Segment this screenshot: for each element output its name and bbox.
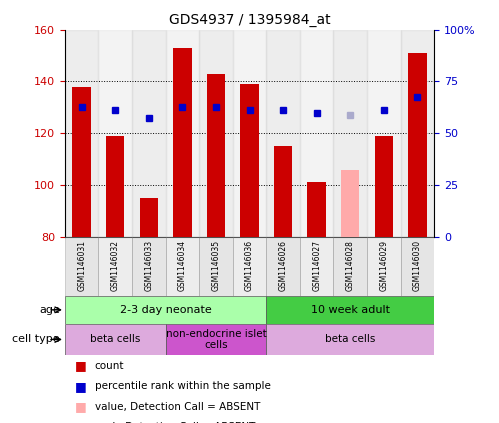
Bar (233, 30, 266, 237)
Text: GSM1146032: GSM1146032 (111, 240, 120, 291)
Text: GSM1146029: GSM1146029 (379, 240, 388, 291)
Text: rank, Detection Call = ABSENT: rank, Detection Call = ABSENT (95, 422, 255, 423)
Bar (166, 30, 199, 237)
Text: GSM1146034: GSM1146034 (178, 240, 187, 291)
Bar (367, 237, 401, 296)
Text: ■: ■ (75, 400, 87, 413)
Bar (240, 84, 258, 237)
Bar (72, 87, 91, 237)
Bar (333, 30, 367, 237)
Text: age: age (39, 305, 60, 315)
Text: value, Detection Call = ABSENT: value, Detection Call = ABSENT (95, 401, 260, 412)
Text: 10 week adult: 10 week adult (311, 305, 390, 315)
Bar (401, 30, 434, 237)
Bar (166, 237, 199, 296)
Text: GSM1146030: GSM1146030 (413, 240, 422, 291)
Text: beta cells: beta cells (90, 335, 140, 344)
Text: cell type: cell type (12, 335, 60, 344)
Bar (132, 30, 166, 237)
Bar (274, 146, 292, 237)
Text: GSM1146035: GSM1146035 (212, 240, 221, 291)
Text: count: count (95, 361, 124, 371)
Bar (367, 30, 401, 237)
Text: percentile rank within the sample: percentile rank within the sample (95, 381, 270, 391)
Text: ■: ■ (75, 380, 87, 393)
Bar (166, 324, 266, 355)
Bar (300, 30, 333, 237)
Text: GSM1146031: GSM1146031 (77, 240, 86, 291)
Text: GSM1146033: GSM1146033 (144, 240, 153, 291)
Text: ■: ■ (75, 360, 87, 372)
Bar (140, 198, 158, 237)
Bar (341, 170, 359, 237)
Bar (266, 30, 300, 237)
Bar (65, 30, 98, 237)
Text: ■: ■ (75, 420, 87, 423)
Bar (233, 237, 266, 296)
Bar (132, 237, 166, 296)
Text: 2-3 day neonate: 2-3 day neonate (120, 305, 212, 315)
Title: GDS4937 / 1395984_at: GDS4937 / 1395984_at (169, 13, 330, 27)
Text: GSM1146036: GSM1146036 (245, 240, 254, 291)
Text: non-endocrine islet
cells: non-endocrine islet cells (166, 329, 266, 350)
Bar (300, 237, 333, 296)
Bar (173, 48, 192, 237)
Bar (65, 296, 266, 324)
Bar (375, 136, 393, 237)
Bar (266, 296, 434, 324)
Bar (98, 237, 132, 296)
Bar (106, 136, 124, 237)
Text: beta cells: beta cells (325, 335, 375, 344)
Bar (65, 324, 166, 355)
Bar (65, 237, 98, 296)
Bar (98, 30, 132, 237)
Bar (266, 324, 434, 355)
Bar (307, 182, 326, 237)
Text: GSM1146027: GSM1146027 (312, 240, 321, 291)
Bar (333, 237, 367, 296)
Bar (408, 53, 427, 237)
Bar (199, 237, 233, 296)
Bar (401, 237, 434, 296)
Text: GSM1146026: GSM1146026 (278, 240, 287, 291)
Bar (266, 237, 300, 296)
Bar (207, 74, 225, 237)
Bar (199, 30, 233, 237)
Text: GSM1146028: GSM1146028 (346, 240, 355, 291)
